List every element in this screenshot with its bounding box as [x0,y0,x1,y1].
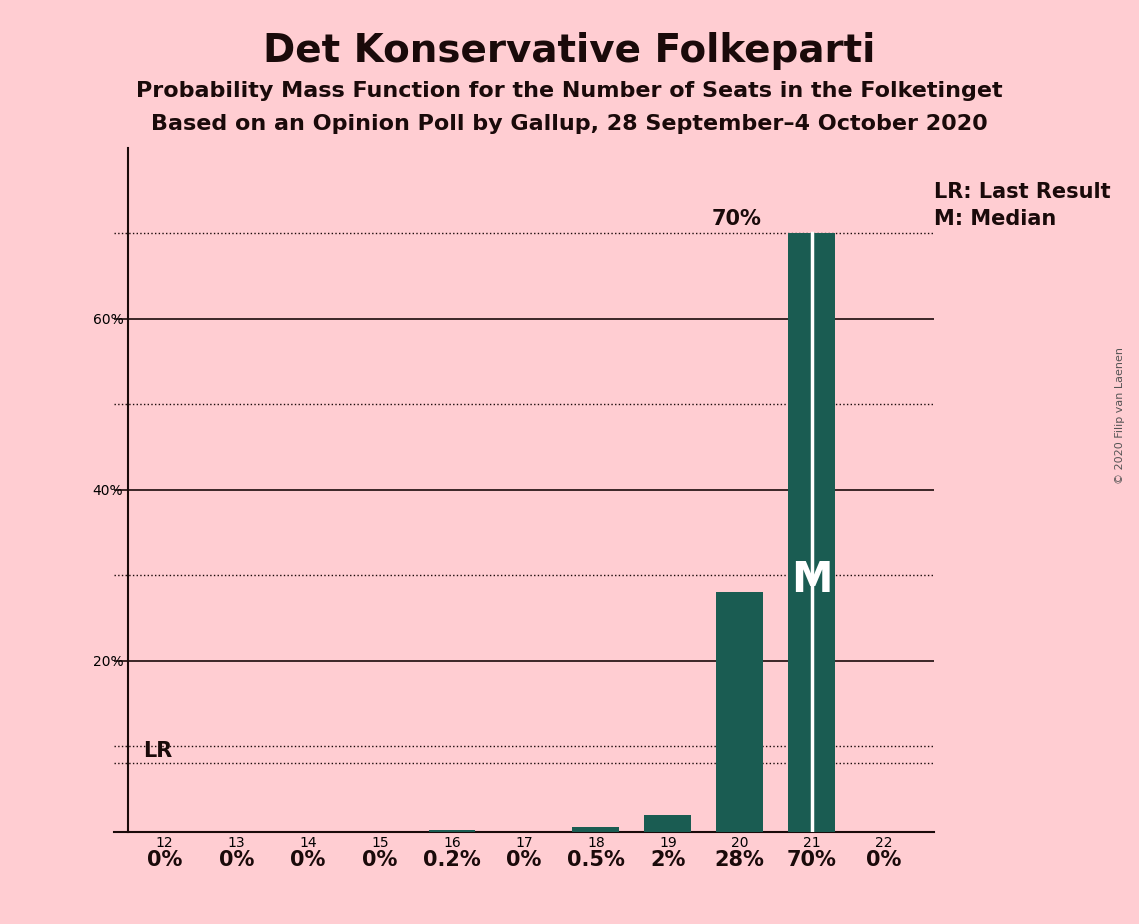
Bar [716,592,763,832]
Text: © 2020 Filip van Laenen: © 2020 Filip van Laenen [1115,347,1124,484]
Text: 0%: 0% [290,850,326,870]
Bar [788,234,835,832]
Text: 28%: 28% [715,850,764,870]
Text: Det Konservative Folkeparti: Det Konservative Folkeparti [263,32,876,70]
Text: 0.2%: 0.2% [423,850,481,870]
Text: 0.5%: 0.5% [567,850,625,870]
Text: 2%: 2% [650,850,686,870]
Text: M: Median: M: Median [934,210,1056,229]
Text: LR: Last Result: LR: Last Result [934,182,1111,202]
Text: 0%: 0% [362,850,398,870]
Text: 70%: 70% [712,209,761,229]
Text: 0%: 0% [219,850,254,870]
Text: M: M [790,559,833,602]
Bar [573,827,620,832]
Text: Based on an Opinion Poll by Gallup, 28 September–4 October 2020: Based on an Opinion Poll by Gallup, 28 S… [151,114,988,134]
Text: 0%: 0% [506,850,542,870]
Text: Probability Mass Function for the Number of Seats in the Folketinget: Probability Mass Function for the Number… [137,81,1002,102]
Text: 70%: 70% [787,850,837,870]
Text: 0%: 0% [866,850,901,870]
Text: 0%: 0% [147,850,182,870]
Text: LR: LR [142,741,172,760]
Bar [645,815,691,832]
Bar [428,830,475,832]
